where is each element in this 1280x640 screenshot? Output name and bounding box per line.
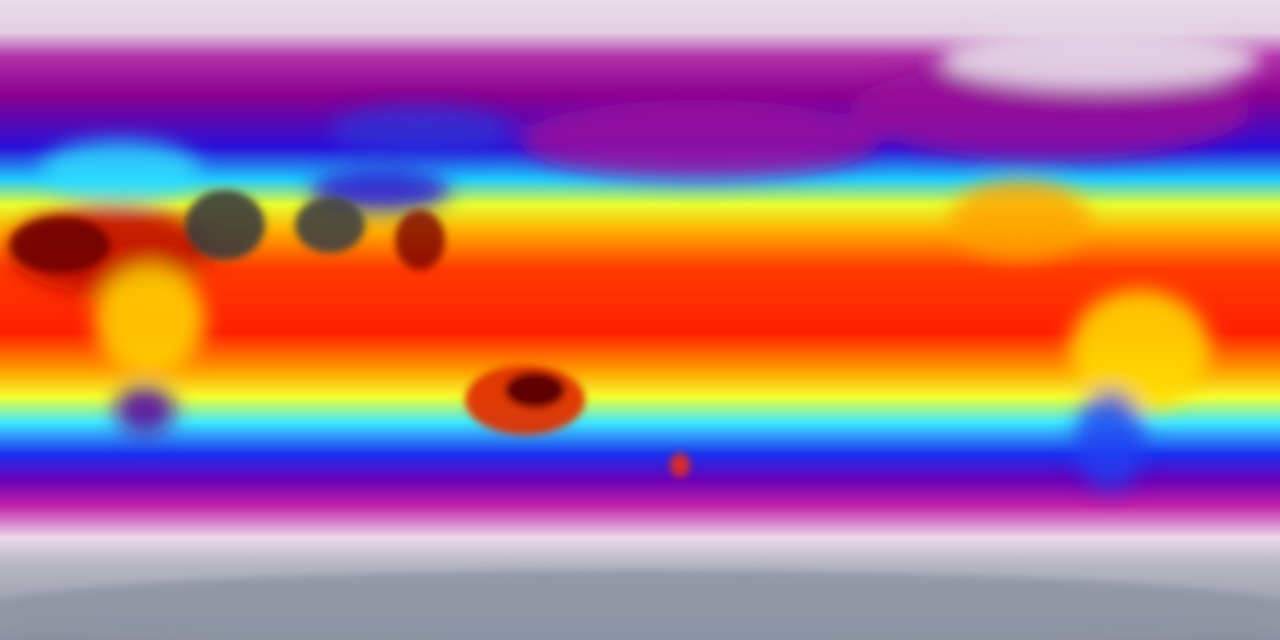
antarctica-region xyxy=(0,570,1280,640)
new-zealand-region xyxy=(670,453,690,477)
hot-land-overlays xyxy=(0,190,1280,640)
india-region xyxy=(395,210,445,270)
southern-africa-region xyxy=(115,385,175,435)
south-america-region xyxy=(1070,290,1210,410)
canada-ice-region xyxy=(940,30,1260,90)
iran-dark-region xyxy=(295,197,365,253)
australia-interior-hotspot xyxy=(505,372,565,408)
arabia-dark-region xyxy=(185,190,265,260)
southern-south-america-region xyxy=(1075,390,1145,490)
north-pacific-cold-region xyxy=(520,100,880,180)
sahara-hotspot xyxy=(10,217,110,273)
united-states-region xyxy=(950,180,1090,260)
central-africa-region xyxy=(95,265,205,375)
europe-region xyxy=(40,140,200,200)
siberia-region xyxy=(330,105,510,155)
